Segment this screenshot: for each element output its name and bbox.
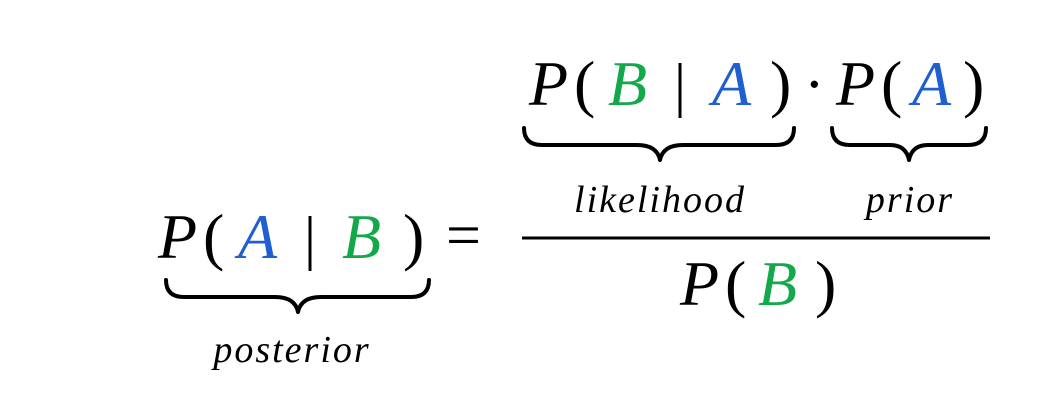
numerator-expression: P ( B | A ) · P ( A ) <box>528 48 984 119</box>
lhs-open-paren: ( <box>203 201 224 272</box>
likelihood-var-b: B <box>608 48 647 119</box>
lhs-func: P <box>157 201 197 272</box>
multiplication-dot: · <box>804 51 825 119</box>
posterior-label: posterior <box>210 329 370 371</box>
lhs-var-a: A <box>234 201 278 272</box>
lhs-close-paren: ) <box>403 201 424 272</box>
likelihood-open-paren: ( <box>574 48 595 119</box>
likelihood-given-bar: | <box>674 52 686 118</box>
denominator-close-paren: ) <box>815 248 836 319</box>
lhs-var-b: B <box>342 201 381 272</box>
likelihood-func: P <box>528 48 568 119</box>
posterior-underbrace <box>164 278 431 314</box>
equals-sign: = <box>446 202 481 270</box>
lhs-given-bar: | <box>304 205 316 271</box>
prior-close-paren: ) <box>963 48 984 119</box>
prior-var-a: A <box>908 48 952 119</box>
denominator-func: P <box>679 248 719 319</box>
likelihood-var-a: A <box>708 48 752 119</box>
prior-func: P <box>835 48 875 119</box>
likelihood-label: likelihood <box>574 179 746 221</box>
prior-open-paren: ( <box>881 48 902 119</box>
likelihood-underbrace <box>522 126 796 162</box>
denominator-expression: P ( B ) <box>679 248 836 319</box>
likelihood-close-paren: ) <box>770 48 791 119</box>
prior-underbrace <box>830 126 988 162</box>
lhs-posterior-expression: P ( A | B ) <box>157 201 424 272</box>
denominator-var-b: B <box>758 248 797 319</box>
denominator-open-paren: ( <box>725 248 746 319</box>
prior-label: prior <box>863 179 954 221</box>
